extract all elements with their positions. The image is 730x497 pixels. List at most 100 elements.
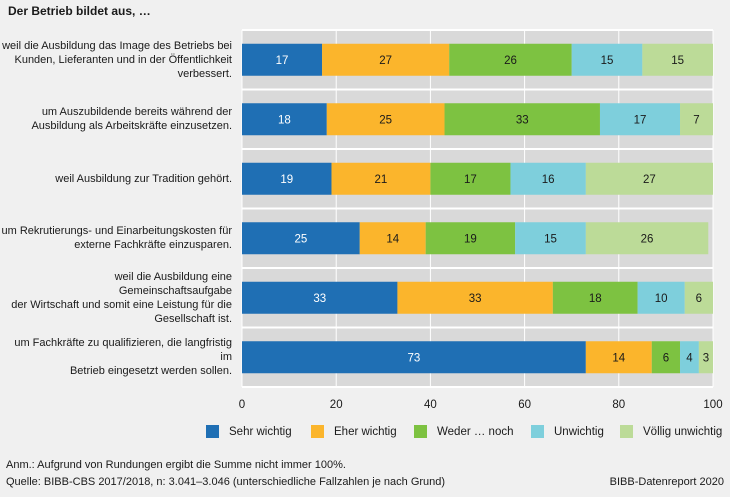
bar-value-label: 18 [589,293,602,305]
bar-value-label: 14 [386,233,399,245]
bar-segment [571,43,643,76]
x-tick-label: 40 [424,399,437,411]
category-label: weil Ausbildung zur Tradition gehört. [0,172,232,186]
bar-value-label: 27 [643,174,656,186]
legend-swatch [414,425,427,438]
bar-value-label: 6 [663,352,669,364]
bar-segment [322,43,450,76]
category-label-line: weil die Ausbildung eine Gemeinschaftsau… [114,270,232,297]
bar-segment [242,103,327,136]
bar-segment [680,341,699,374]
category-label-line: Gesellschaft ist. [154,312,232,325]
bar-value-label: 19 [280,174,293,186]
bar-segment [430,162,511,195]
bar-segment [444,103,600,136]
legend-swatch [531,425,544,438]
bar-value-label: 19 [464,233,477,245]
bar-value-label: 26 [641,233,654,245]
source-note: Quelle: BIBB-CBS 2017/2018, n: 3.041–3.0… [6,476,446,488]
legend-label: Eher wichtig [334,425,397,438]
category-label: weil die Ausbildung das Image des Betrie… [0,39,232,81]
bar-value-label: 25 [294,233,307,245]
x-tick-label: 0 [239,399,245,411]
bar-segment [397,281,553,314]
bar-segment [684,281,713,314]
category-label-line: Ausbildung als Arbeitskräfte einzusetzen… [31,120,232,133]
bar-segment [242,341,586,374]
bar-value-label: 3 [703,352,709,364]
legend-swatch [206,425,219,438]
annotation-note: Anm.: Aufgrund von Rundungen ergibt die … [6,459,346,471]
category-label-line: externe Fachkräfte einzusparen. [74,239,232,252]
bar-segment [515,222,586,255]
category-label: um Rekrutierungs- und Einarbeitungskoste… [0,224,232,252]
bar-value-label: 73 [408,352,421,364]
bar-segment [359,222,426,255]
bar-segment [585,162,713,195]
bar-value-label: 4 [686,352,693,364]
bar-value-label: 17 [276,55,289,67]
bar-segment [637,281,685,314]
category-label-line: verbessert. [177,67,232,80]
bar-value-label: 33 [516,114,529,126]
bar-segment [585,222,709,255]
category-label-line: der Wirtschaft und somit eine Leistung f… [11,298,232,311]
bar-segment [242,281,398,314]
category-label-line: Kunden, Lieferanten und in der Öffentlic… [14,53,232,66]
bar-value-label: 6 [696,293,702,305]
bar-segment [651,341,681,374]
x-tick-label: 80 [612,399,625,411]
bar-value-label: 15 [671,55,684,67]
legend-label: Sehr wichtig [229,425,292,438]
bar-segment [242,43,323,76]
bar-segment [242,162,332,195]
legend-swatch [620,425,633,438]
legend-label: Weder … noch [437,425,514,438]
category-label-line: weil die Ausbildung das Image des Betrie… [2,39,232,52]
legend-item: Eher wichtig [311,425,397,438]
bar-segment [642,43,713,76]
bar-segment [599,103,681,136]
x-tick-label: 100 [703,399,722,411]
bar-value-label: 7 [693,114,699,126]
legend-label: Völlig unwichtig [643,425,723,438]
x-tick-label: 20 [330,399,343,411]
bar-value-label: 33 [469,293,482,305]
legend-item: Sehr wichtig [206,425,292,438]
legend-item: Unwichtig [531,425,604,438]
bar-value-label: 14 [612,352,625,364]
category-label-line: um Auszubildende bereits während der [41,106,232,119]
credit-note: BIBB-Datenreport 2020 [609,476,724,488]
bar-value-label: 26 [504,55,517,67]
bar-segment [552,281,638,314]
bar-value-label: 15 [601,55,614,67]
bar-value-label: 25 [379,114,392,126]
bar-value-label: 10 [655,293,668,305]
bar-value-label: 27 [379,55,392,67]
bar-segment [331,162,431,195]
bar-value-label: 16 [542,174,555,186]
category-label-line: um Fachkräfte zu qualifizieren, die lang… [14,337,232,364]
legend-item: Weder … noch [414,425,514,438]
bar-segment [242,222,360,255]
bar-value-label: 18 [278,114,291,126]
bar-value-label: 21 [375,174,388,186]
category-label: weil die Ausbildung eine Gemeinschaftsau… [0,271,232,325]
category-label-line: weil Ausbildung zur Tradition gehört. [55,172,232,185]
bar-segment [698,341,713,374]
legend: Sehr wichtig Eher wichtig Weder … noch Unwi… [200,425,722,445]
bar-value-label: 17 [634,114,647,126]
bar-value-label: 33 [313,293,326,305]
bar-segment [585,341,652,374]
x-tick-label: 60 [518,399,531,411]
category-label-line: um Rekrutierungs- und Einarbeitungskoste… [1,225,232,238]
bar-segment [680,103,713,136]
category-label-line: Betrieb eingesetzt werden sollen. [69,365,232,378]
chart-plot: 17 27 26 15 15 18 25 33 17 7 19 21 17 16 27 25 14 19 15 26 3… [239,29,723,411]
bar-segment [449,43,572,76]
category-label: um Auszubildende bereits während der Ausb… [0,105,232,133]
chart-title: Der Betrieb bildet aus, … [8,4,151,18]
category-label: um Fachkräfte zu qualifizieren, die lang… [0,337,232,377]
legend-item: Völlig unwichtig [620,425,722,438]
legend-swatch [311,425,324,438]
